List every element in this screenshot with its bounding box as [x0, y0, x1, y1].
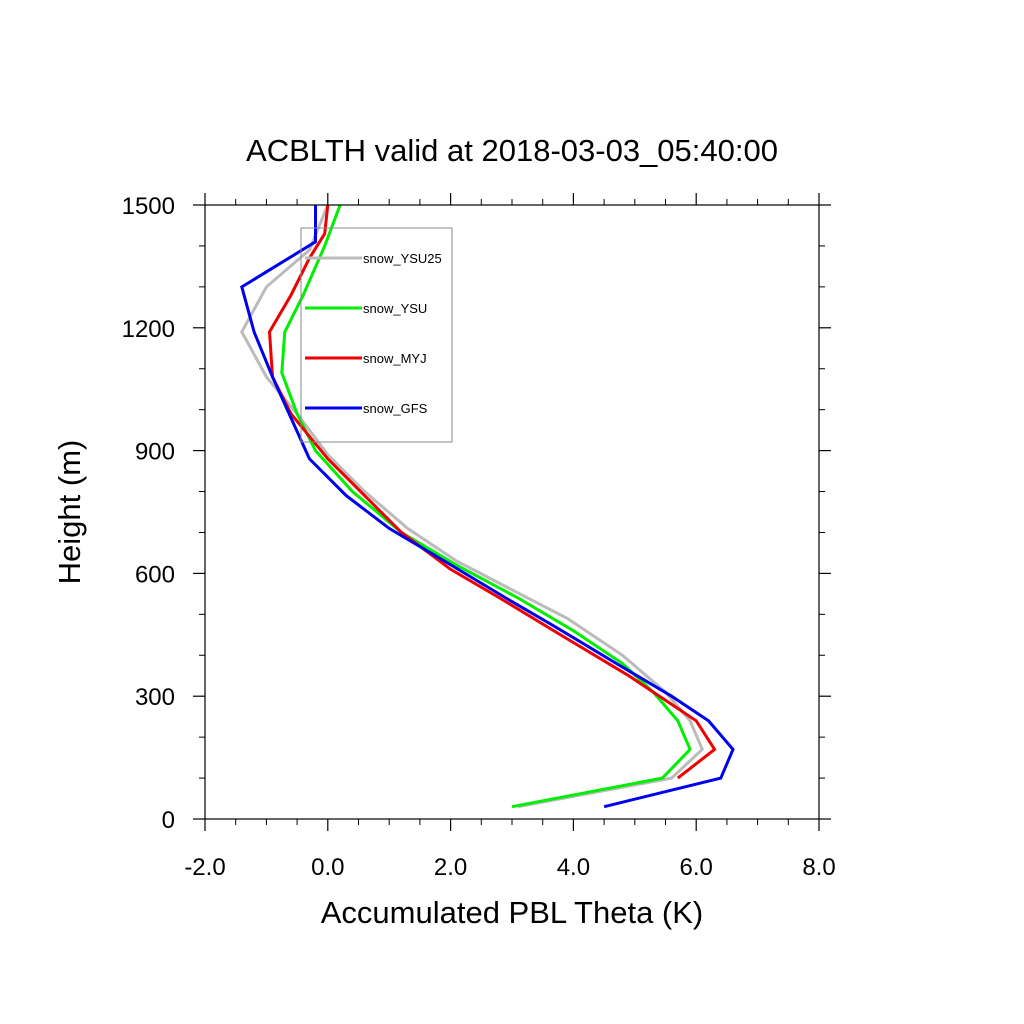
y-tick-label: 600	[135, 561, 175, 588]
y-tick-label: 1500	[122, 193, 175, 220]
legend-label-snow-gfs: snow_GFS	[363, 401, 428, 416]
axes-layer: -2.0 0.0 2.0 4.0 6.0 8.0 0 300 600 900 1200 1500	[122, 193, 836, 881]
y-tick-label: 300	[135, 684, 175, 711]
legend: snow_YSU25 snow_YSU snow_MYJ snow_GFS	[300, 227, 453, 443]
x-axis-label: Accumulated PBL Theta (K)	[321, 895, 704, 930]
x-tick-label: -2.0	[184, 854, 225, 881]
series-line-snow-ysu25	[240, 204, 705, 809]
legend-box	[300, 227, 453, 443]
series-line-snow-ysu	[280, 204, 692, 809]
chart-title: ACBLTH valid at 2018-03-03_05:40:00	[246, 133, 778, 168]
y-tick-label: 1200	[122, 316, 175, 343]
legend-label-snow-ysu: snow_YSU	[363, 301, 427, 316]
plot-frame	[204, 204, 820, 820]
series-line-snow-gfs	[240, 205, 735, 809]
x-tick-label: 4.0	[557, 854, 590, 881]
y-tick-label: 0	[162, 807, 175, 834]
y-axis-label: Height (m)	[52, 440, 87, 585]
x-tick-label: 2.0	[434, 854, 467, 881]
x-tick-label: 6.0	[680, 854, 713, 881]
series-layer	[240, 204, 735, 809]
x-tick-label: 8.0	[802, 854, 835, 881]
legend-label-snow-ysu25: snow_YSU25	[363, 251, 442, 266]
x-tick-label: 0.0	[311, 854, 344, 881]
legend-label-snow-myj: snow_MYJ	[363, 351, 427, 366]
series-line-snow-myj	[267, 204, 717, 780]
y-tick-label: 900	[135, 439, 175, 466]
